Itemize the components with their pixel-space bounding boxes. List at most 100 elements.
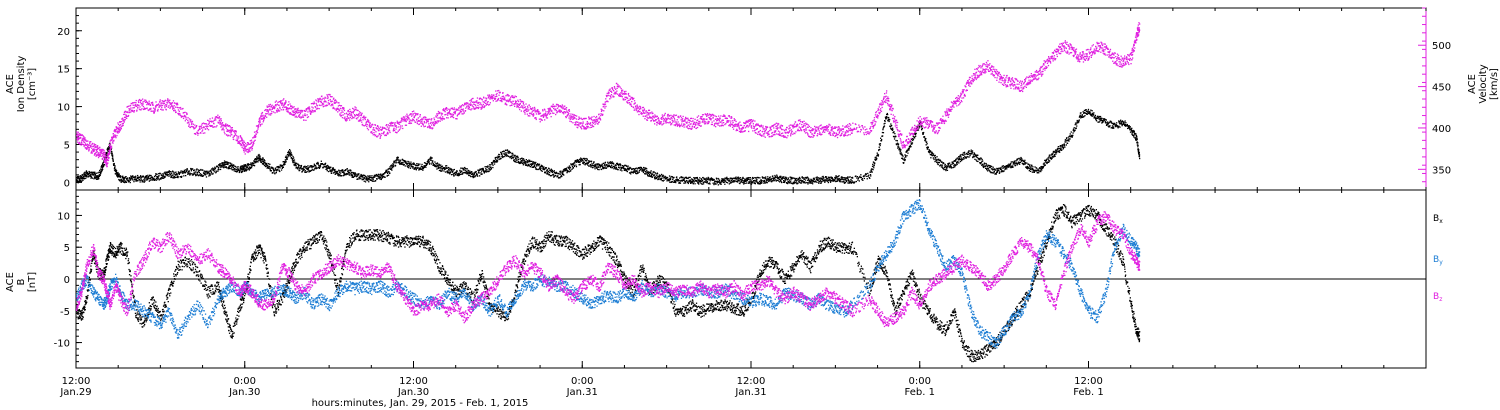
data-point — [1131, 127, 1133, 129]
data-point — [128, 111, 131, 114]
data-point — [132, 104, 134, 106]
data-point — [142, 98, 144, 100]
data-point — [650, 172, 652, 175]
data-point — [546, 170, 548, 172]
data-point — [648, 171, 650, 173]
data-point — [393, 161, 395, 163]
data-point — [780, 175, 782, 178]
data-point — [1081, 115, 1083, 117]
data-point — [192, 168, 194, 170]
data-point — [724, 179, 726, 181]
data-point — [786, 179, 788, 181]
data-point — [920, 121, 922, 123]
data-point — [160, 178, 162, 180]
data-point — [926, 148, 928, 150]
data-point — [872, 163, 874, 165]
data-point — [243, 167, 245, 169]
data-point — [904, 154, 906, 156]
data-point — [756, 178, 758, 181]
data-point — [519, 161, 521, 164]
data-point — [646, 170, 648, 172]
data-point — [106, 152, 108, 154]
data-point — [867, 172, 869, 175]
data-point — [466, 170, 468, 172]
data-point — [114, 165, 116, 167]
data-point — [104, 158, 106, 161]
data-point — [1057, 147, 1059, 149]
data-point — [594, 165, 597, 167]
data-point — [483, 170, 485, 172]
data-point — [738, 177, 740, 180]
data-point — [457, 175, 460, 177]
data-point — [79, 177, 81, 179]
data-point — [954, 165, 956, 167]
data-point — [1019, 161, 1022, 163]
data-point — [1008, 163, 1010, 165]
data-point — [189, 172, 191, 174]
data-point — [987, 170, 989, 172]
data-point — [268, 163, 270, 165]
data-point — [662, 175, 665, 177]
data-point — [224, 161, 226, 164]
data-point — [159, 172, 161, 175]
data-point — [150, 107, 152, 110]
data-point — [705, 180, 707, 182]
data-point — [1011, 161, 1013, 163]
data-point — [1004, 168, 1006, 171]
data-point — [324, 162, 327, 164]
data-point — [216, 165, 219, 168]
data-point — [702, 183, 705, 185]
data-point — [1009, 165, 1011, 167]
data-point — [429, 159, 432, 161]
data-point — [379, 176, 381, 179]
data-point — [533, 164, 536, 166]
data-point — [150, 110, 152, 112]
data-point — [359, 178, 361, 180]
data-point — [1030, 168, 1032, 170]
data-point — [649, 175, 651, 177]
data-point — [163, 172, 165, 174]
data-point — [644, 167, 646, 169]
data-point — [703, 177, 705, 179]
data-point — [119, 176, 122, 178]
data-point — [229, 165, 232, 167]
data-point — [141, 179, 143, 181]
data-point — [571, 168, 573, 170]
data-point — [241, 171, 243, 173]
data-point — [936, 161, 938, 163]
data-point — [230, 168, 233, 170]
data-point — [165, 174, 167, 176]
data-point — [448, 172, 450, 174]
data-point — [935, 158, 937, 160]
data-point — [872, 165, 874, 167]
data-point — [142, 105, 145, 108]
data-point — [618, 165, 620, 167]
data-point — [265, 163, 267, 165]
data-point — [766, 180, 768, 182]
data-point — [131, 103, 133, 105]
data-point — [543, 166, 545, 168]
data-point — [244, 169, 247, 171]
data-point — [347, 170, 349, 172]
data-point — [499, 156, 501, 158]
data-point — [434, 165, 436, 167]
data-point — [237, 166, 239, 168]
data-point — [158, 175, 160, 177]
data-point — [103, 156, 105, 158]
data-point — [532, 161, 534, 163]
data-point — [779, 181, 781, 183]
data-point — [387, 169, 389, 171]
data-point — [304, 165, 306, 167]
data-point — [1070, 136, 1072, 138]
data-point — [1051, 157, 1053, 159]
data-point — [1040, 170, 1042, 173]
data-point — [1063, 143, 1065, 145]
data-point — [166, 173, 168, 176]
data-point — [195, 175, 197, 177]
data-point — [360, 173, 362, 176]
data-point — [98, 175, 101, 177]
data-point — [764, 182, 766, 184]
data-point — [742, 181, 744, 184]
data-point — [381, 175, 383, 177]
data-point — [745, 179, 747, 181]
